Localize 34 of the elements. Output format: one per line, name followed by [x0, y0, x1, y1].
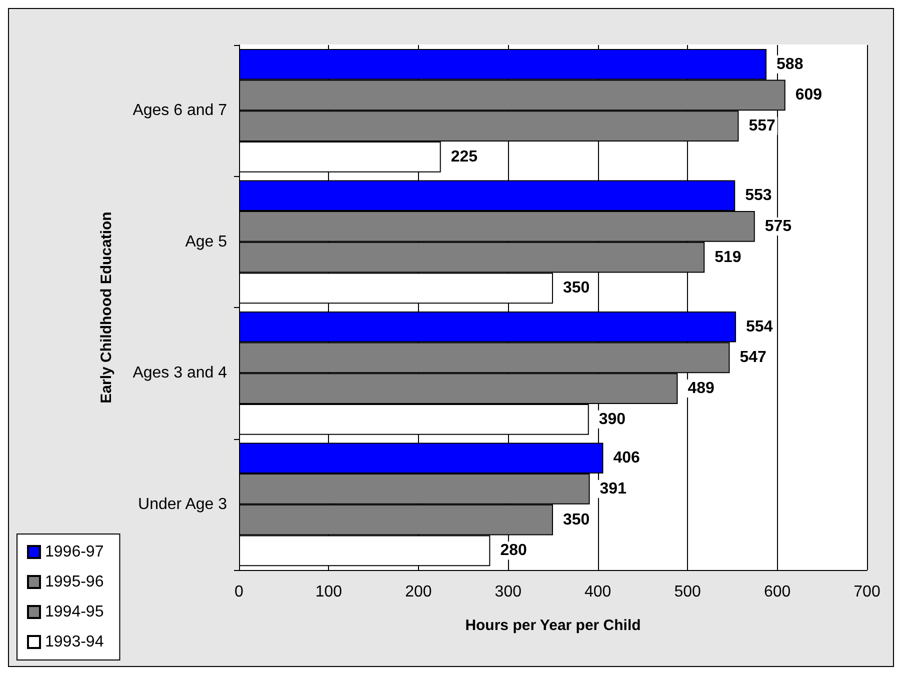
legend-label: 1993-94: [45, 634, 104, 650]
y-axis-title: Early Childhood Education: [98, 212, 115, 404]
data-label: 554: [746, 318, 773, 336]
data-label: 390: [598, 410, 626, 428]
data-label: 350: [563, 280, 590, 297]
x-tick-label: 0: [234, 584, 244, 600]
data-label: 557: [748, 118, 776, 135]
data-label: 575: [764, 218, 792, 235]
data-label: 280: [500, 542, 527, 560]
data-label: 588: [776, 56, 804, 73]
y-tick-label: Age 5: [185, 233, 228, 250]
y-tick-label: Ages 6 and 7: [132, 102, 228, 120]
data-label: 350: [563, 511, 590, 528]
legend-label: 1995-96: [45, 574, 104, 590]
x-tick-label: 600: [764, 584, 791, 600]
x-tick-label: 300: [494, 584, 522, 600]
legend-label: 1996-97: [45, 544, 104, 560]
data-label: 553: [745, 187, 772, 204]
y-tick-label: Ages 3 and 4: [132, 364, 228, 382]
legend-label: 1994-95: [45, 604, 104, 620]
data-label: 391: [600, 480, 627, 498]
data-label: 406: [613, 450, 640, 467]
x-axis-title: Hours per Year per Child: [465, 617, 641, 634]
x-tick-label: 700: [854, 584, 880, 600]
data-label: 489: [688, 380, 714, 398]
x-tick-label: 500: [674, 584, 702, 600]
data-label: 547: [740, 349, 767, 366]
data-label: 225: [450, 148, 478, 166]
data-label: 519: [714, 248, 742, 266]
x-tick-label: 100: [315, 584, 342, 600]
x-tick-label: 200: [405, 584, 432, 600]
y-tick-label: Under Age 3: [138, 496, 228, 513]
x-tick-label: 400: [584, 584, 612, 600]
data-label: 609: [795, 86, 822, 104]
